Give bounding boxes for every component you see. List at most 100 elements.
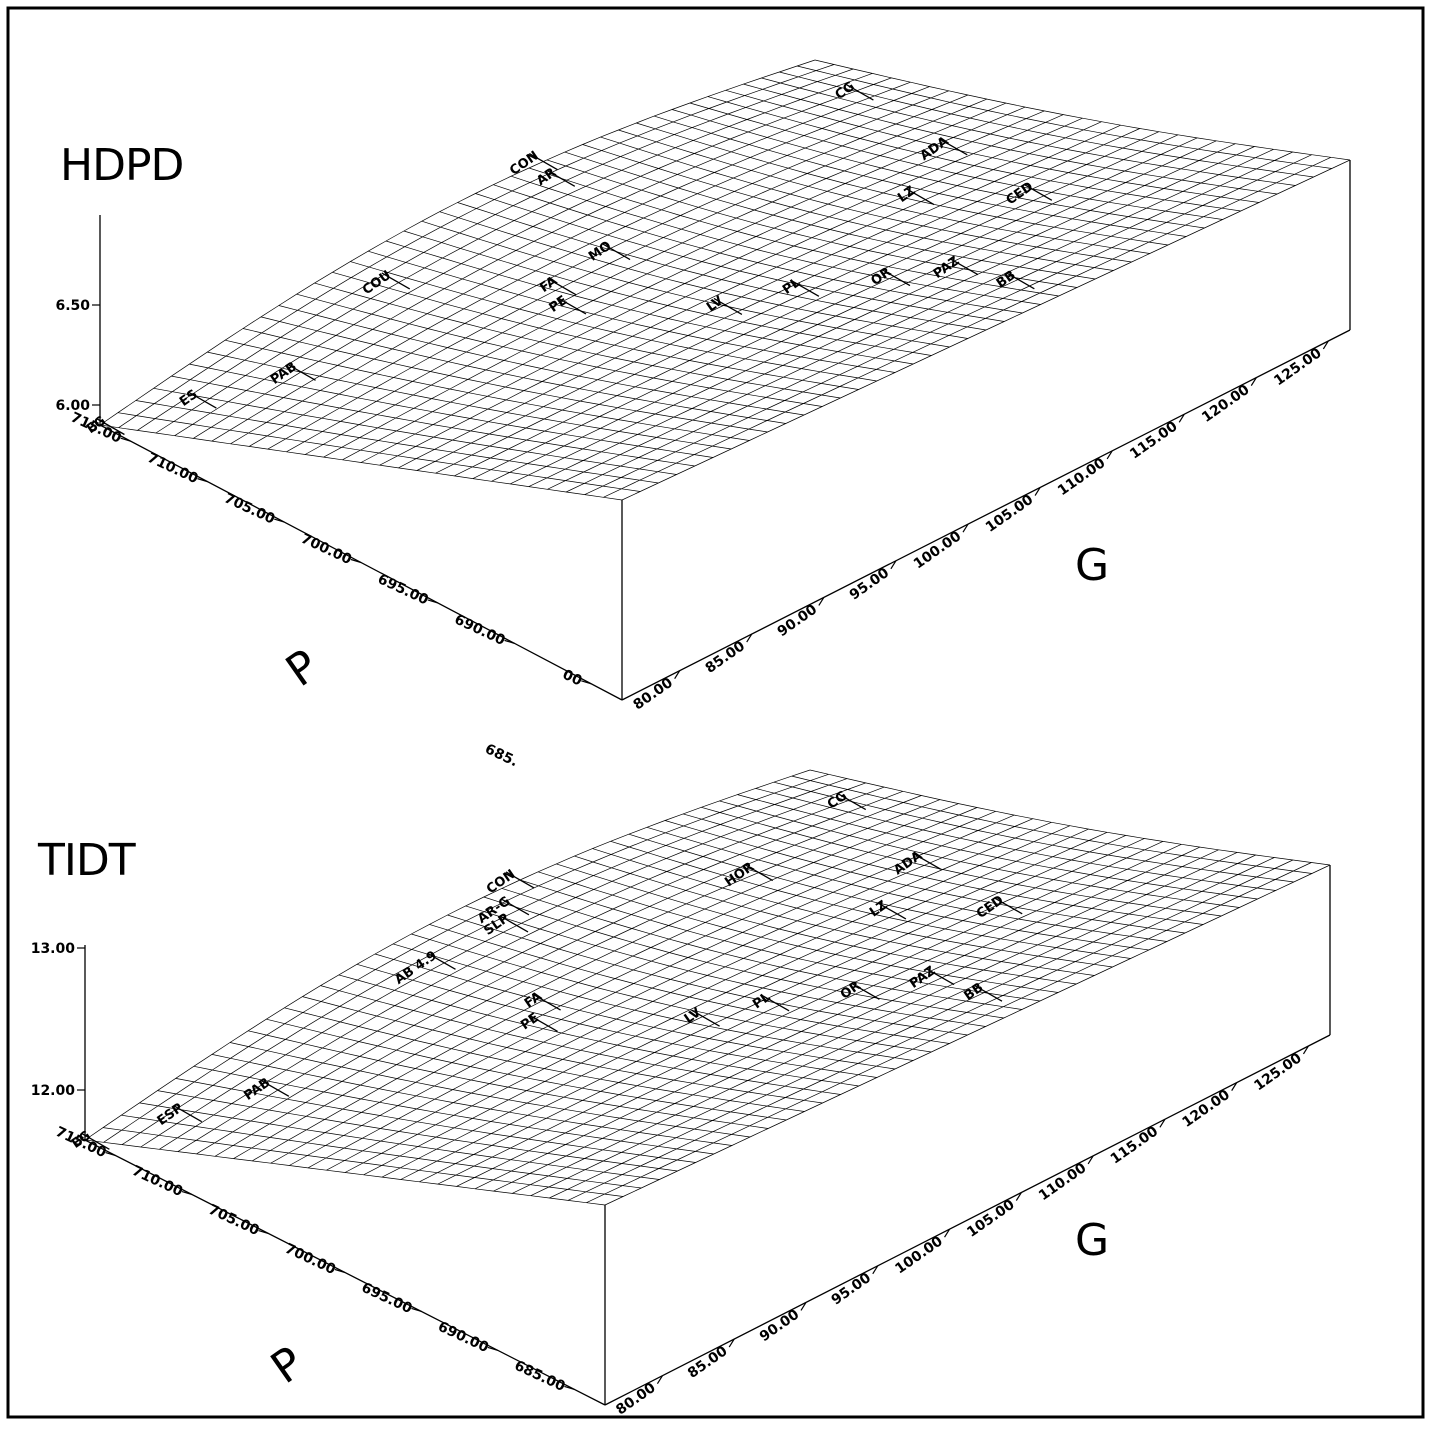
mesh-line-v (474, 846, 1201, 1190)
site-marker (557, 297, 587, 315)
mesh-line-v (381, 831, 1108, 1178)
p-tick (564, 1385, 575, 1390)
mesh-line-v (400, 835, 1126, 1180)
site-marker (532, 993, 561, 1011)
mesh-line-v (155, 73, 873, 434)
mesh-line-v (584, 154, 1312, 495)
mesh-line-v (211, 86, 930, 442)
site-marker (173, 1105, 203, 1123)
panel-title: HDPD (60, 140, 183, 191)
g-axis-name: G (1075, 1215, 1109, 1266)
mesh-line-v (118, 64, 835, 428)
site-marker (877, 902, 907, 920)
mesh-line-v (454, 134, 1179, 477)
site-marker (547, 278, 577, 296)
site-marker (601, 242, 631, 261)
site-marker (938, 138, 968, 156)
mesh-line-v (603, 156, 1332, 498)
box-edge-front-bottom (621, 329, 1351, 701)
mesh-line-v (251, 807, 978, 1162)
mesh-line-v (248, 94, 969, 447)
mesh-line-v (323, 110, 1045, 458)
site-marker (528, 152, 558, 171)
g-tick (944, 1228, 951, 1238)
mesh-line-v (307, 818, 1034, 1169)
g-tick (1178, 413, 1185, 423)
mesh-line-v (174, 77, 892, 436)
p-tick (105, 1152, 116, 1157)
z-tick-label: 13.00 (31, 941, 76, 957)
p-tick (197, 478, 208, 483)
surface-mesh (84, 769, 1331, 1206)
site-marker (96, 417, 125, 436)
p-tick-label: 00 (560, 667, 585, 690)
mesh-line-v (435, 131, 1160, 474)
mesh-line-v (326, 821, 1052, 1171)
mesh-line-v (99, 59, 816, 426)
mesh-line-v (342, 114, 1064, 461)
g-tick (890, 560, 897, 570)
mesh-line-v (233, 803, 959, 1159)
g-tick (1034, 487, 1041, 496)
mesh-line-v (360, 117, 1083, 463)
g-tick (872, 1265, 879, 1275)
site-marker (529, 1014, 558, 1032)
mesh-line-v (567, 859, 1294, 1201)
site-marker (500, 898, 530, 916)
site-marker (381, 272, 411, 290)
mesh-line-v (84, 769, 811, 1141)
mesh-line-v (159, 786, 885, 1150)
mesh-line-v (121, 778, 848, 1145)
site-marker (427, 952, 456, 970)
site-marker (973, 984, 1003, 1002)
mesh-line-v (379, 121, 1102, 466)
g-tick (1250, 377, 1257, 386)
g-tick (746, 633, 753, 643)
p-tick (274, 518, 285, 523)
p-tick (350, 558, 362, 564)
mesh-line-v (196, 795, 922, 1155)
mesh-line-v (549, 857, 1275, 1199)
box-edge-front-bottom (604, 1034, 1331, 1406)
p-tick (581, 680, 592, 685)
mesh-line-v (193, 81, 911, 439)
mesh-line-v (419, 838, 1145, 1183)
site-marker (837, 792, 867, 811)
panel-title: TIDT (37, 835, 136, 886)
mesh-line-v (140, 782, 866, 1148)
site-marker (744, 864, 774, 882)
site-marker (912, 852, 942, 870)
mesh-line-v (416, 128, 1140, 471)
z-tick-label: 12.00 (31, 1083, 76, 1099)
site-marker (505, 871, 535, 889)
p-tick (427, 599, 438, 604)
mesh-line-v (363, 828, 1089, 1176)
p-tick (334, 1268, 346, 1274)
site-marker (881, 269, 911, 287)
mesh-line-v (214, 799, 941, 1157)
z-tick-label: 6.50 (55, 298, 90, 314)
outer-border (6, 6, 1425, 1419)
g-tick (656, 1375, 663, 1385)
mesh-line-v (344, 825, 1071, 1173)
g-tick (674, 670, 681, 680)
surface-mesh (99, 59, 1351, 501)
mesh-line-v (493, 849, 1219, 1192)
site-marker (851, 982, 880, 1000)
site-marker (905, 187, 935, 206)
site-marker (760, 994, 790, 1012)
mesh-line-v (547, 148, 1274, 490)
site-marker (287, 363, 316, 381)
p-tick (120, 437, 131, 442)
p-tick (258, 1229, 269, 1235)
site-marker (1023, 183, 1053, 201)
site-marker (188, 391, 217, 409)
mesh-line-v (304, 106, 1026, 455)
g-tick (1231, 1082, 1238, 1091)
mesh-line-v (270, 810, 996, 1164)
mesh-line-v (398, 124, 1121, 469)
mesh-line-v (289, 814, 1015, 1166)
mesh-line-v (437, 841, 1164, 1185)
